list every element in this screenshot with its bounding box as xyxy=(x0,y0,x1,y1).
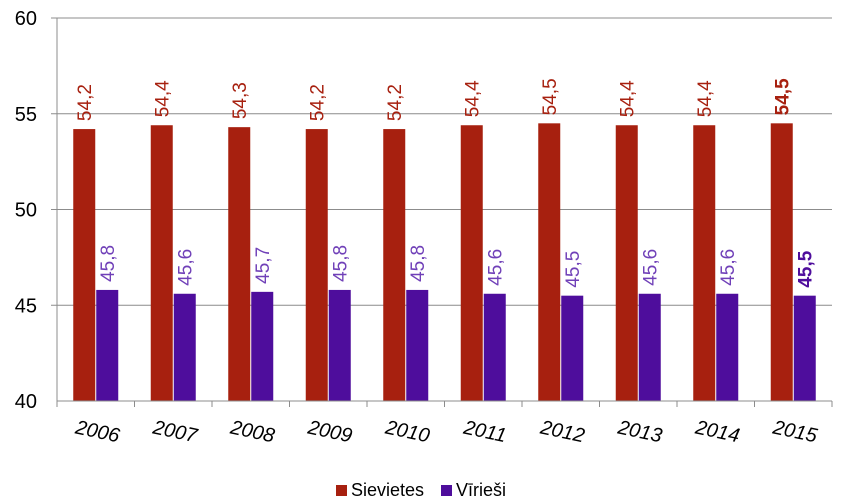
data-label: 45,6 xyxy=(718,249,739,286)
legend: Sievietes Vīrieši xyxy=(0,480,842,501)
x-axis-ticks: 2006 2007 2008 2009 2010 2011 2012 2013 2014 2015 xyxy=(73,416,820,447)
data-label: 45,6 xyxy=(486,249,507,286)
data-label: 54,4 xyxy=(153,80,174,117)
data-label: 45,8 xyxy=(331,245,352,282)
bar-vīrieši xyxy=(328,289,351,401)
bar-vīrieši xyxy=(173,293,196,401)
x-tick-label: 2011 xyxy=(461,417,509,448)
legend-item-sievietes: Sievietes xyxy=(335,480,424,501)
data-label: 54,5 xyxy=(540,78,561,115)
bar-vīrieši xyxy=(483,293,506,401)
bar-sievietes xyxy=(383,129,406,401)
bar-sievietes xyxy=(460,125,483,402)
y-tick-label: 60 xyxy=(15,8,37,30)
gridlines xyxy=(57,17,832,306)
data-label: 54,3 xyxy=(230,82,251,119)
data-label: 45,5 xyxy=(563,251,584,288)
y-tick-label: 45 xyxy=(15,295,37,317)
bar-sievietes xyxy=(615,125,638,402)
legend-swatch-virie xyxy=(441,485,453,496)
y-tick-label: 55 xyxy=(15,104,37,126)
data-label: 54,4 xyxy=(463,80,484,117)
bar-vīrieši xyxy=(793,295,816,401)
x-tick-label: 2015 xyxy=(770,416,820,447)
y-tick-label: 50 xyxy=(15,200,37,222)
bar-sievietes xyxy=(538,123,561,401)
data-label: 45,6 xyxy=(641,249,662,286)
x-tick-label: 2008 xyxy=(228,416,277,447)
x-tick-label: 2009 xyxy=(305,416,354,447)
data-label: 54,2 xyxy=(308,84,329,121)
bar-sievietes xyxy=(150,125,173,402)
bar-sievietes xyxy=(228,127,251,401)
data-label: 54,2 xyxy=(75,84,96,121)
bar-vīrieši xyxy=(638,293,661,401)
data-label: 45,7 xyxy=(253,247,274,284)
data-label: 45,8 xyxy=(98,245,119,282)
axes xyxy=(51,17,833,407)
bar-vīrieši xyxy=(716,293,739,401)
x-tick-label: 2012 xyxy=(538,416,587,447)
data-label: 54,2 xyxy=(385,84,406,121)
y-tick-label: 40 xyxy=(15,391,37,413)
bar-vīrieši xyxy=(406,289,429,401)
x-tick-label: 2006 xyxy=(73,416,123,447)
bar-sievietes xyxy=(770,123,793,401)
bar-sievietes xyxy=(305,129,328,401)
x-tick-label: 2014 xyxy=(693,416,742,447)
data-label: 45,6 xyxy=(176,249,197,286)
data-label: 45,5 xyxy=(796,250,817,287)
bars xyxy=(73,123,816,402)
x-tick-label: 2013 xyxy=(615,416,664,447)
bar-sievietes xyxy=(73,129,96,401)
x-tick-label: 2007 xyxy=(150,416,200,447)
data-labels: 54,2 54,4 54,3 54,2 54,2 54,4 54,5 54,4 54,4 54,5… xyxy=(75,78,817,288)
legend-label-virie: Vīrieši xyxy=(456,480,507,500)
bar-vīrieši xyxy=(561,295,584,401)
bar-vīrieši xyxy=(96,289,119,401)
legend-label-sievietes: Sievietes xyxy=(350,480,424,500)
data-label: 54,4 xyxy=(618,80,639,117)
bar-sievietes xyxy=(693,125,716,402)
data-label: 45,8 xyxy=(408,245,429,282)
data-label: 54,5 xyxy=(773,78,794,115)
legend-swatch-sievietes xyxy=(335,485,347,496)
x-tick-label: 2010 xyxy=(383,416,432,447)
data-label: 54,4 xyxy=(695,80,716,117)
y-axis-ticks: 40 45 50 55 60 xyxy=(15,8,37,413)
legend-item-virie: Vīrieši xyxy=(441,480,506,501)
bar-vīrieši xyxy=(251,291,274,401)
